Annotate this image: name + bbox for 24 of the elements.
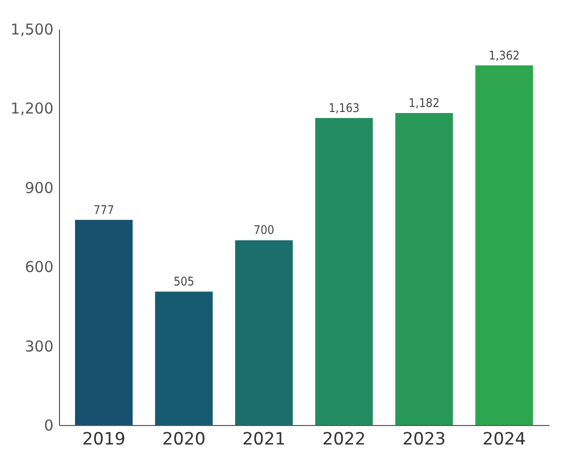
x-tick-label: 2019 <box>82 430 126 450</box>
bar <box>235 240 293 425</box>
x-tick-label: 2024 <box>482 430 526 450</box>
bar <box>395 112 453 425</box>
data-label: 1,163 <box>328 100 360 115</box>
x-tick-label: 2023 <box>402 430 446 450</box>
x-tick-label: 2022 <box>322 430 366 450</box>
data-label: 700 <box>254 223 274 238</box>
x-tick-label: 2021 <box>242 430 286 450</box>
bar <box>155 292 213 425</box>
bar <box>475 65 533 425</box>
data-label: 777 <box>94 202 114 217</box>
data-label: 505 <box>174 274 194 289</box>
data-label: 1,362 <box>488 48 520 62</box>
y-tick-label: 1,500 <box>10 20 54 38</box>
y-tick-label: 0 <box>44 416 54 434</box>
data-label: 1,182 <box>408 96 440 110</box>
y-tick-label: 600 <box>24 258 54 276</box>
y-tick-label: 300 <box>24 337 54 356</box>
y-tick-label: 1,200 <box>10 100 54 118</box>
y-tick-label: 900 <box>24 178 54 197</box>
bar <box>315 118 373 425</box>
x-tick-label: 2020 <box>162 430 206 450</box>
bar <box>75 220 133 425</box>
